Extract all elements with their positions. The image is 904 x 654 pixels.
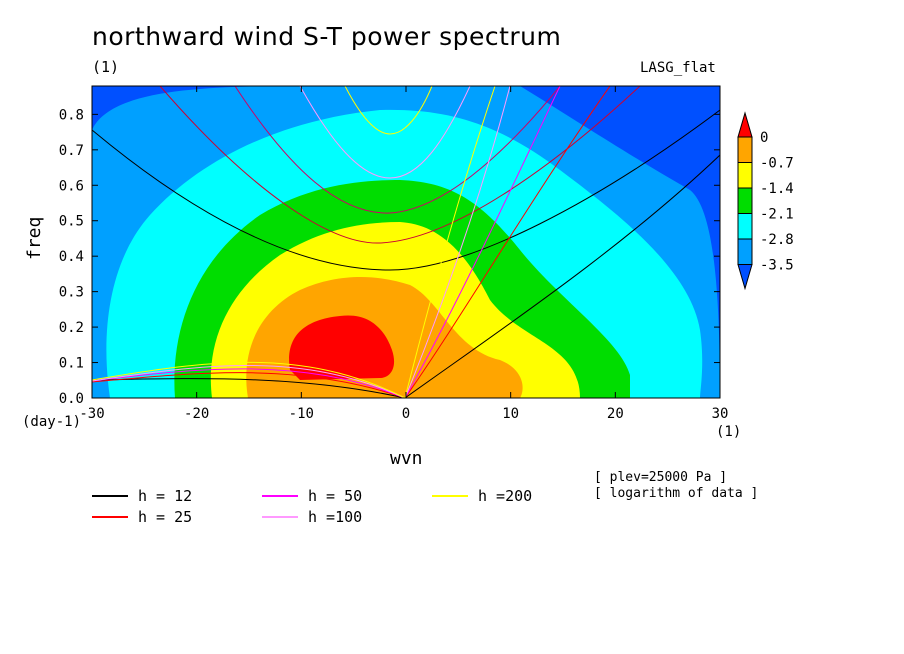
colorbar-label: -2.1 — [760, 207, 794, 223]
colorbar-swatch — [737, 213, 753, 240]
colorbar-label: -2.8 — [760, 232, 794, 248]
note-plev: [ plev=25000 Pa ] — [594, 470, 728, 485]
y-tick-label: 0.8 — [59, 107, 84, 123]
chart-title: northward wind S-T power spectrum — [92, 22, 562, 51]
curve-h100-symmetric — [299, 86, 471, 179]
x-axis-label: wvn — [390, 448, 423, 469]
contour-field — [92, 86, 720, 398]
y-unit-label: (day-1) — [22, 414, 82, 430]
colorbar-swatch — [737, 238, 753, 265]
curve-h12-symmetric — [92, 109, 720, 271]
legend-label: h =200 — [478, 487, 532, 505]
legend-label: h = 50 — [308, 487, 362, 505]
curve-h25-symmetric — [159, 86, 641, 244]
colorbar-label: 0 — [760, 130, 768, 146]
x-unit-label: (1) — [716, 424, 742, 440]
dataset-label: LASG_flat — [640, 60, 716, 76]
y-axis-ticks: 0.0 0.1 0.2 0.3 0.4 0.5 0.6 0.7 0.8 — [59, 107, 720, 407]
y-tick-label: 0.7 — [59, 143, 84, 159]
y-tick-label: 0.0 — [59, 391, 84, 407]
colorbar-label: -1.4 — [760, 181, 794, 197]
x-tick-label: 20 — [607, 406, 624, 422]
colorbar-swatch — [737, 136, 753, 163]
x-tick-label: -10 — [289, 406, 314, 422]
y-tick-label: 0.6 — [59, 178, 84, 194]
x-tick-label: -30 — [79, 406, 104, 422]
y-tick-label: 0.3 — [59, 285, 84, 301]
top-unit-label: (1) — [92, 58, 120, 76]
curve-h50-symmetric — [234, 86, 561, 214]
y-tick-label: 0.4 — [59, 249, 84, 265]
colorbar-bottom-arrow — [737, 264, 753, 291]
note-logarithm: [ logarithm of data ] — [594, 486, 759, 501]
level-0 — [289, 315, 395, 380]
y-tick-label: 0.1 — [59, 356, 84, 372]
colorbar: 0 -0.7 -1.4 -2.1 -2.8 -3.5 — [737, 111, 794, 291]
colorbar-top-arrow — [737, 111, 753, 138]
curve-h200-kelvin — [92, 86, 496, 398]
x-tick-label: 0 — [402, 406, 410, 422]
y-tick-label: 0.5 — [59, 214, 84, 230]
x-tick-label: 10 — [502, 406, 519, 422]
legend-label: h = 25 — [138, 508, 192, 526]
curve-h200-symmetric — [344, 86, 433, 135]
legend: h = 12 h = 25 h = 50 h =100 h =200 — [92, 487, 532, 526]
colorbar-swatch — [737, 162, 753, 189]
legend-label: h = 12 — [138, 487, 192, 505]
colorbar-swatch — [737, 187, 753, 214]
curve-h100-kelvin — [92, 86, 511, 398]
colorbar-label: -3.5 — [760, 258, 794, 274]
x-tick-label: -20 — [184, 406, 209, 422]
x-tick-label: 30 — [712, 406, 729, 422]
legend-label: h =100 — [308, 508, 362, 526]
x-axis-ticks: -30 -20 -10 0 10 20 30 — [79, 86, 728, 422]
y-tick-label: 0.2 — [59, 320, 84, 336]
colorbar-label: -0.7 — [760, 156, 794, 172]
